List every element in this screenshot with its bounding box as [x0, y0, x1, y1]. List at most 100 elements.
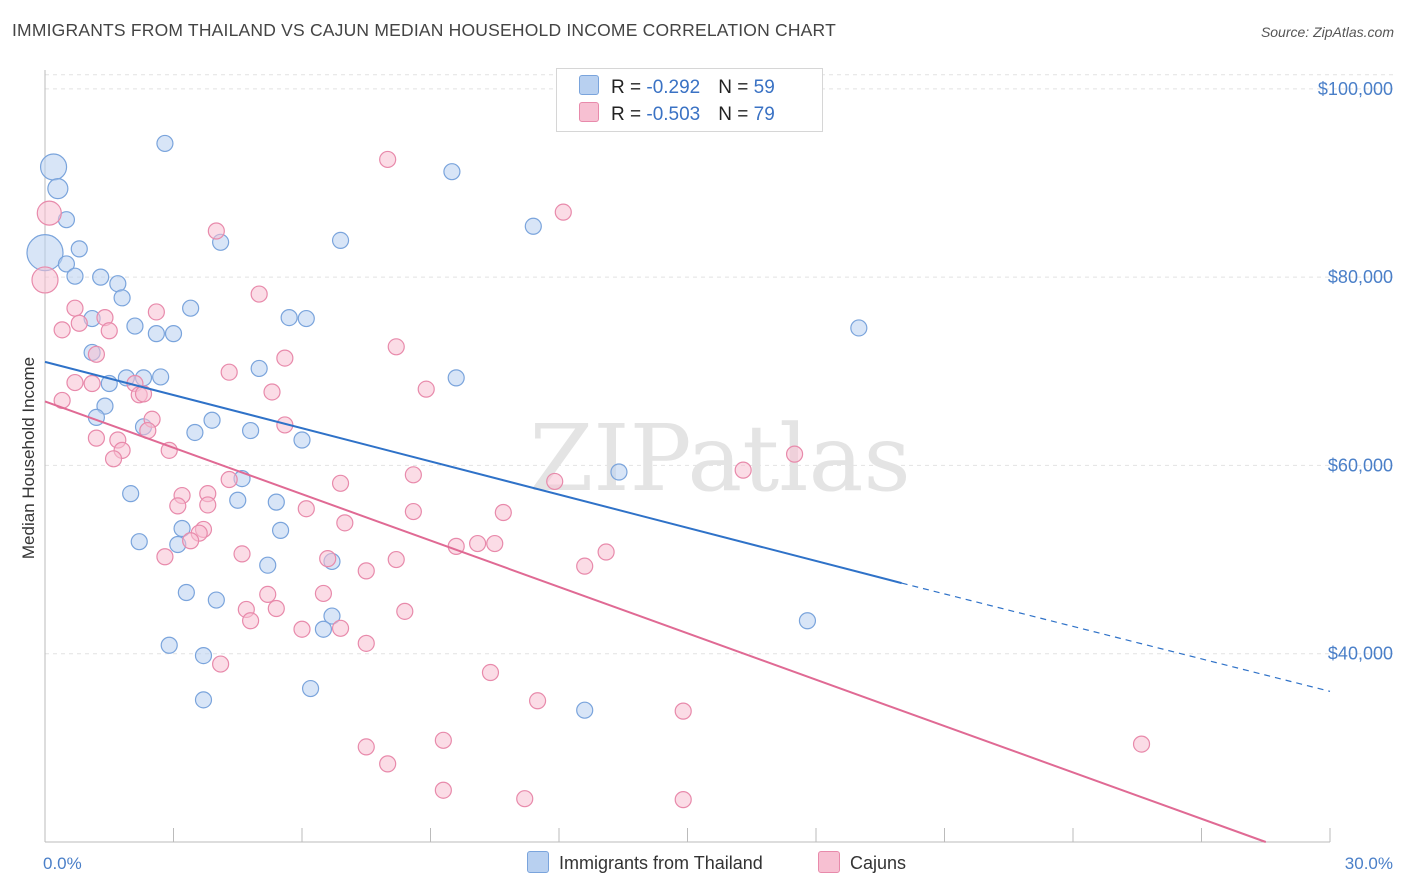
- data-point: [250, 359, 268, 378]
- data-point: [207, 591, 225, 609]
- data-point: [524, 217, 542, 235]
- data-point: [336, 514, 354, 532]
- data-point: [271, 521, 290, 539]
- data-point: [850, 319, 868, 337]
- data-point: [31, 266, 59, 294]
- data-point: [70, 314, 88, 332]
- x-tick-labels: 0.0% 30.0%: [43, 854, 1393, 873]
- data-point: [122, 485, 140, 503]
- data-point: [674, 702, 692, 720]
- gridlines: [45, 74, 1395, 655]
- data-point: [156, 548, 174, 566]
- data-point: [301, 679, 320, 698]
- data-point: [297, 500, 315, 518]
- data-point: [207, 222, 225, 240]
- chart-title: IMMIGRANTS FROM THAILAND VS CAJUN MEDIAN…: [12, 20, 836, 40]
- y-tick-label: $60,000: [1328, 455, 1393, 475]
- trend-lines: [44, 360, 1331, 843]
- data-point: [199, 496, 217, 514]
- data-point: [528, 692, 547, 710]
- trend-line-cajuns: [44, 400, 1267, 843]
- data-point: [546, 472, 564, 491]
- legend-row-thailand: R = -0.292 N = 59: [579, 75, 775, 99]
- data-point: [396, 602, 414, 620]
- data-point: [469, 534, 487, 553]
- data-point: [147, 303, 165, 321]
- data-point: [66, 267, 84, 285]
- data-point: [293, 431, 311, 449]
- data-point: [229, 491, 247, 509]
- data-point: [47, 178, 69, 200]
- data-point: [70, 240, 88, 258]
- data-point: [486, 534, 504, 553]
- data-point: [186, 423, 204, 442]
- data-point: [280, 309, 298, 327]
- bottom-legend-swatch-cajuns: [818, 851, 840, 873]
- legend-n-value: 59: [753, 77, 775, 98]
- legend-row-cajuns: R = -0.503 N = 79: [579, 102, 775, 126]
- data-point: [92, 268, 110, 286]
- legend-r-value: -0.503: [646, 104, 701, 125]
- data-point: [259, 585, 277, 603]
- series-thailand-points: [26, 134, 868, 719]
- x-tick-label: 0.0%: [43, 854, 82, 873]
- data-point: [434, 781, 452, 799]
- data-point: [194, 646, 213, 665]
- data-point: [250, 285, 268, 303]
- data-point: [182, 532, 200, 550]
- data-point: [494, 503, 512, 522]
- source-label: Source: ZipAtlas.com: [1260, 24, 1394, 40]
- series-cajuns-points: [31, 150, 1151, 809]
- trend-line-thailand: [44, 360, 902, 585]
- data-point: [126, 317, 144, 335]
- y-tick-label: $100,000: [1318, 79, 1393, 99]
- data-point: [164, 325, 183, 343]
- data-point: [357, 738, 375, 756]
- y-axis-label: Median Household Income: [19, 357, 38, 559]
- data-point: [203, 411, 221, 429]
- data-point: [379, 755, 397, 773]
- data-point: [785, 445, 804, 463]
- bottom-legend-swatch-thailand: [527, 851, 549, 873]
- legend-n-label: N =: [718, 77, 754, 98]
- data-point: [242, 421, 260, 440]
- data-point: [387, 338, 405, 356]
- data-point: [576, 557, 594, 575]
- data-point: [259, 556, 277, 574]
- data-point: [160, 441, 178, 459]
- data-point: [798, 612, 817, 630]
- data-point: [57, 255, 76, 273]
- data-point: [263, 383, 281, 401]
- data-point: [182, 299, 200, 317]
- data-point: [113, 289, 131, 307]
- bottom-legend-thailand: Immigrants from Thailand: [527, 851, 763, 877]
- data-point: [674, 791, 692, 809]
- data-point: [152, 368, 170, 386]
- data-point: [357, 634, 375, 652]
- legend-swatch-cajuns: [579, 102, 599, 122]
- data-point: [481, 663, 500, 682]
- data-point: [379, 150, 397, 169]
- data-point: [323, 607, 341, 625]
- data-point: [66, 373, 84, 392]
- data-point: [314, 620, 333, 638]
- data-point: [233, 545, 251, 563]
- data-point: [173, 519, 191, 538]
- y-tick-labels: $40,000 $60,000 $80,000 $100,000: [1318, 79, 1393, 664]
- data-point: [554, 203, 572, 221]
- axes: [44, 70, 1331, 843]
- x-tick-label: 30.0%: [1345, 854, 1393, 873]
- data-point: [443, 163, 461, 181]
- data-point: [357, 562, 375, 580]
- data-point: [96, 397, 114, 415]
- data-point: [242, 612, 260, 630]
- data-point: [66, 299, 84, 317]
- data-point: [109, 275, 127, 293]
- watermark: ZIPatlas: [529, 405, 910, 512]
- data-point: [177, 583, 195, 602]
- data-point: [39, 153, 68, 181]
- legend: R = -0.292 N = 59 R = -0.503 N = 79: [556, 68, 823, 132]
- data-point: [1132, 735, 1151, 753]
- data-point: [169, 497, 187, 515]
